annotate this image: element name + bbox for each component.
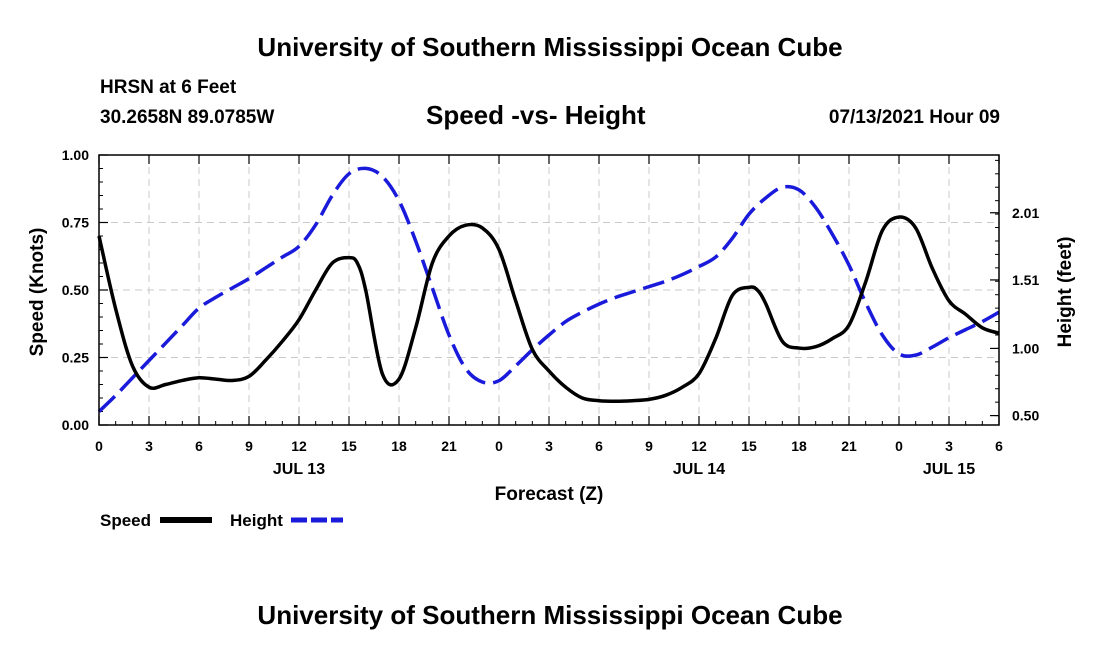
x-tick-label: 21 — [841, 438, 857, 454]
speed-line — [97, 215, 1000, 403]
x-tick-label: 9 — [645, 438, 653, 454]
y2-tick-label: 1.00 — [1012, 340, 1039, 356]
page-title: University of Southern Mississippi Ocean… — [257, 32, 843, 62]
x-tick-label: 6 — [595, 438, 603, 454]
x-tick-label: 21 — [441, 438, 457, 454]
legend: Speed Height — [100, 511, 343, 530]
y2-tick-label: 0.50 — [1012, 408, 1039, 424]
y-tick-label: 0.75 — [62, 215, 89, 231]
plot-frame — [98, 154, 1000, 426]
x-tick-label: 6 — [995, 438, 1003, 454]
y2-tick-label: 2.01 — [1012, 205, 1039, 221]
x-tick-label: 3 — [945, 438, 953, 454]
x-tick-label: 12 — [691, 438, 707, 454]
tick-labels: 0 3 6 9 12 15 18 21 0 3 6 9 12 15 18 21 0 3 6 JUL 13 JUL 14 J… — [62, 147, 1040, 478]
height-line — [97, 166, 1000, 413]
chart-title: Speed -vs- Height — [426, 100, 646, 130]
x-tick-label: 18 — [791, 438, 807, 454]
x-tick-label: 18 — [391, 438, 407, 454]
series-layer — [97, 166, 1000, 413]
y2-axis-label: Height (feet) — [1055, 237, 1076, 348]
x-tick-label: 15 — [741, 438, 757, 454]
station-coordinates: 30.2658N 89.0785W — [100, 107, 275, 128]
y-tick-label: 0.50 — [62, 282, 89, 298]
x-tick-label: 9 — [245, 438, 253, 454]
legend-height-label: Height — [230, 511, 283, 530]
station-label: HRSN at 6 Feet — [100, 77, 237, 98]
y-tick-label: 1.00 — [62, 147, 89, 163]
legend-speed-label: Speed — [100, 511, 151, 530]
x-tick-label: 3 — [145, 438, 153, 454]
x-tick-label: 6 — [195, 438, 203, 454]
y-axis-label: Speed (Knots) — [27, 228, 48, 357]
date-label: JUL 14 — [673, 461, 725, 478]
x-tick-label: 0 — [95, 438, 103, 454]
y-tick-label: 0.00 — [62, 417, 89, 433]
x-tick-label: 15 — [341, 438, 357, 454]
y-tick-label: 0.25 — [62, 350, 89, 366]
y2-tick-label: 1.51 — [1012, 272, 1039, 288]
footer-title: University of Southern Mississippi Ocean… — [257, 600, 843, 630]
x-tick-label: 0 — [895, 438, 903, 454]
x-tick-label: 12 — [291, 438, 307, 454]
grid-lines — [99, 155, 999, 425]
x-axis-label: Forecast (Z) — [495, 484, 604, 505]
date-label: JUL 13 — [273, 461, 325, 478]
x-tick-label: 3 — [545, 438, 553, 454]
forecast-datetime: 07/13/2021 Hour 09 — [828, 107, 1000, 128]
x-tick-label: 0 — [495, 438, 503, 454]
date-label: JUL 15 — [923, 461, 975, 478]
